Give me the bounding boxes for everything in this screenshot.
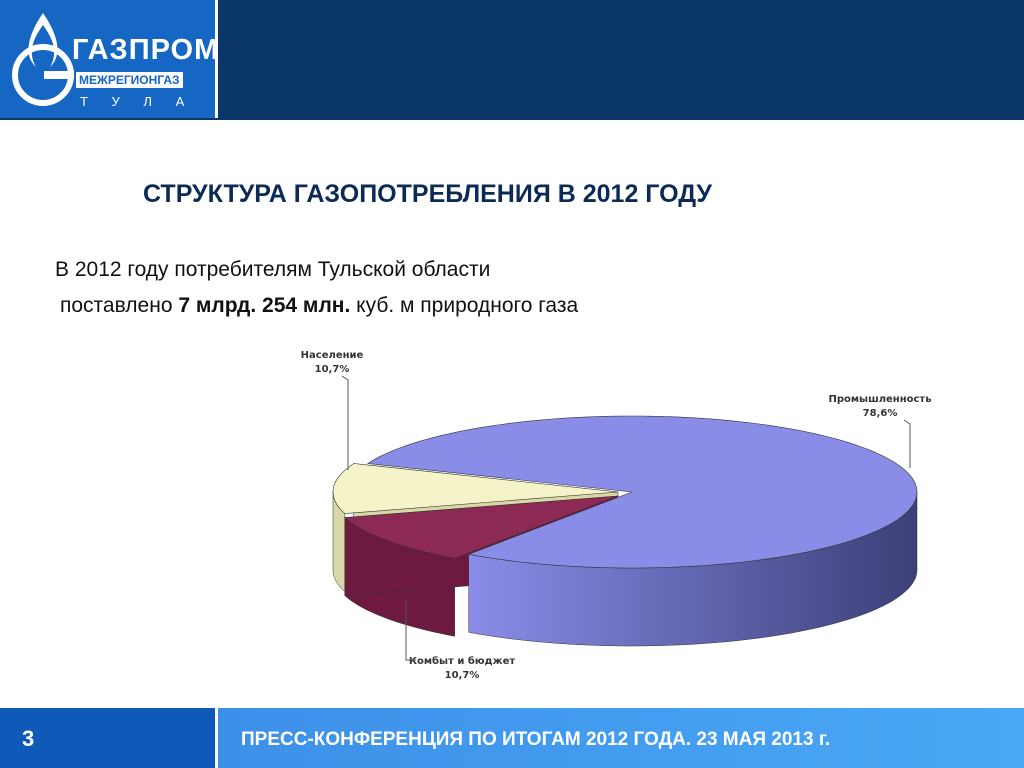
page-number: 3 (22, 726, 35, 751)
pie-slice (366, 415, 918, 569)
intro-volume: 7 млрд. 254 млн. (178, 294, 351, 317)
intro-text: поставлено (60, 294, 173, 317)
leader-line (405, 600, 416, 661)
pie-label: Население (301, 350, 364, 361)
intro-line: В 2012 году потребителям Тульской област… (55, 258, 491, 281)
leader-line (341, 375, 349, 470)
logo-main: ГАЗПРОМ (72, 34, 220, 66)
logo-city: Т У Л А (80, 94, 195, 109)
intro-line: поставлено 7 млрд. 254 млн. куб. м приро… (60, 294, 578, 318)
intro-text: куб. м природного газа (356, 294, 579, 317)
footer-bar: ПРЕСС-КОНФЕРЕНЦИЯ ПО ИТОГАМ 2012 ГОДА. 2… (218, 708, 1024, 768)
pie-value-label: 10,7% (315, 364, 350, 375)
pie-chart: Население 10,7% Комбыт и бюджет 10,7% Промыш… (301, 350, 932, 681)
logo-icon (12, 13, 74, 106)
footer-text: ПРЕСС-КОНФЕРЕНЦИЯ ПО ИТОГАМ 2012 ГОДА. 2… (241, 729, 831, 750)
footer-page-box: 3 (0, 708, 218, 768)
logo-sub: МЕЖРЕГИОНГАЗ (76, 72, 183, 88)
pie-label: Комбыт и бюджет (409, 655, 516, 667)
pie-slice (332, 463, 619, 514)
slide-title: СТРУКТУРА ГАЗОПОТРЕБЛЕНИЯ В 2012 ГОДУ (143, 180, 712, 208)
pie-slice (344, 495, 619, 559)
pie-label: Промышленность (828, 394, 931, 405)
leader-line (903, 419, 911, 468)
pie-value-label: 10,7% (445, 670, 480, 681)
pie-value-label: 78,6% (863, 408, 898, 419)
logo-box: ГАЗПРОМ МЕЖРЕГИОНГАЗ Т У Л А (0, 0, 218, 118)
